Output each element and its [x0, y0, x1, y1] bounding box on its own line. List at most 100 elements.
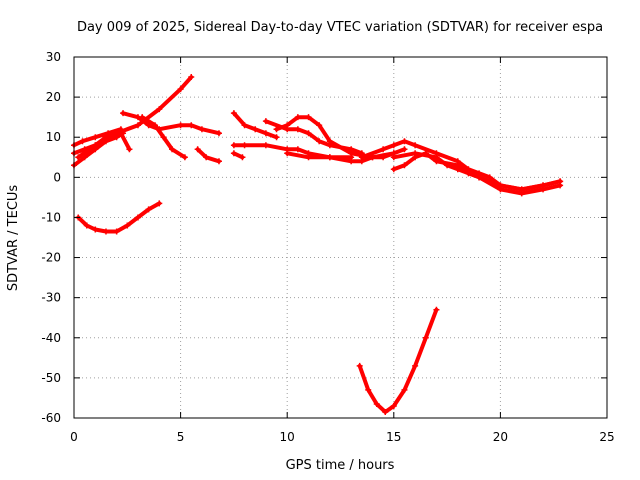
data-point [156, 200, 163, 207]
data-point [230, 142, 237, 149]
data-point [241, 142, 248, 149]
y-tick-label: -60 [41, 411, 61, 425]
data-point [156, 106, 163, 113]
data-point [390, 166, 397, 173]
data-point [79, 138, 86, 145]
data-point [124, 222, 131, 229]
data-point [134, 122, 141, 129]
series-arc-k [230, 150, 246, 161]
data-point [273, 126, 280, 133]
data-point [433, 154, 440, 161]
y-tick-label: 10 [46, 130, 61, 144]
x-tick-label: 5 [177, 430, 185, 444]
series-line [391, 151, 563, 192]
y-tick-label: -50 [41, 371, 61, 385]
data-point [181, 154, 188, 161]
x-tick-label: 25 [599, 430, 614, 444]
series-arc-e [120, 110, 222, 137]
series-arc-l [262, 118, 365, 157]
series-arc-d [75, 74, 195, 161]
data-point [203, 154, 210, 161]
x-tick-label: 0 [70, 430, 78, 444]
data-point [305, 114, 312, 121]
data-point [284, 122, 291, 129]
y-tick-label: -40 [41, 331, 61, 345]
series-line [231, 111, 279, 140]
data-point [294, 146, 301, 153]
data-point [326, 138, 333, 145]
series-arc-h [75, 200, 163, 235]
data-point [412, 362, 419, 369]
y-tick-label: 0 [53, 170, 61, 184]
grid [74, 57, 607, 418]
data-point [160, 134, 167, 141]
data-point [305, 154, 312, 161]
x-tick-label: 15 [386, 430, 401, 444]
data-point [92, 142, 99, 149]
x-tick-label: 20 [493, 430, 508, 444]
data-point [284, 150, 291, 157]
data-point [215, 130, 222, 137]
data-point [169, 146, 176, 153]
data-point [241, 122, 248, 129]
data-point [102, 228, 109, 235]
data-point [348, 150, 355, 157]
data-point [454, 166, 461, 173]
data-point [358, 154, 365, 161]
series-arc-r [356, 306, 440, 415]
data-point [401, 146, 408, 153]
data-point [518, 186, 525, 193]
data-point [92, 226, 99, 233]
data-point [139, 114, 146, 121]
y-tick-label: -10 [41, 210, 61, 224]
data-point [273, 134, 280, 141]
data-point [120, 110, 127, 117]
data-point [316, 138, 323, 145]
data-point [401, 162, 408, 169]
data-point [497, 182, 504, 189]
data-point [230, 110, 237, 117]
data-point [476, 174, 483, 181]
x-tick-label: 10 [280, 430, 295, 444]
data-point [433, 306, 440, 313]
data-point [316, 122, 323, 129]
data-point [380, 146, 387, 153]
series-arc-g [194, 146, 222, 165]
data-point [365, 386, 372, 393]
data-point [177, 86, 184, 93]
plot-frame [73, 56, 608, 419]
x-axis-label: GPS time / hours [286, 458, 395, 473]
data-point [540, 182, 547, 189]
series-arc-f [139, 114, 188, 161]
data-point [239, 154, 246, 161]
data-point [390, 402, 397, 409]
chart-title: Day 009 of 2025, Sidereal Day-to-day VTE… [77, 20, 603, 35]
y-axis-label: SDTVAR / TECUs [6, 185, 21, 292]
y-tick-label: -30 [41, 291, 61, 305]
data-point [294, 126, 301, 133]
data-point [194, 146, 201, 153]
data-point [252, 126, 259, 133]
data-point [230, 150, 237, 157]
data-point [83, 222, 90, 229]
data-point [198, 126, 205, 133]
data-point [188, 74, 195, 81]
data-point [422, 334, 429, 341]
series-line [357, 307, 439, 414]
data-point [188, 122, 195, 129]
data-point [152, 122, 159, 129]
data-point [105, 130, 112, 137]
axes: 0 5 10 15 20 25 30 20 10 0 -10 -20 -30 -40 -50 -60 [41, 50, 614, 444]
data-point [382, 408, 389, 415]
series-layer [71, 74, 564, 415]
y-tick-label: 20 [46, 90, 61, 104]
data-point [262, 118, 269, 125]
data-point [412, 150, 419, 157]
data-point [444, 162, 451, 169]
data-point [145, 206, 152, 213]
data-point [262, 130, 269, 137]
data-point [134, 214, 141, 221]
data-point [390, 154, 397, 161]
data-point [81, 154, 88, 161]
